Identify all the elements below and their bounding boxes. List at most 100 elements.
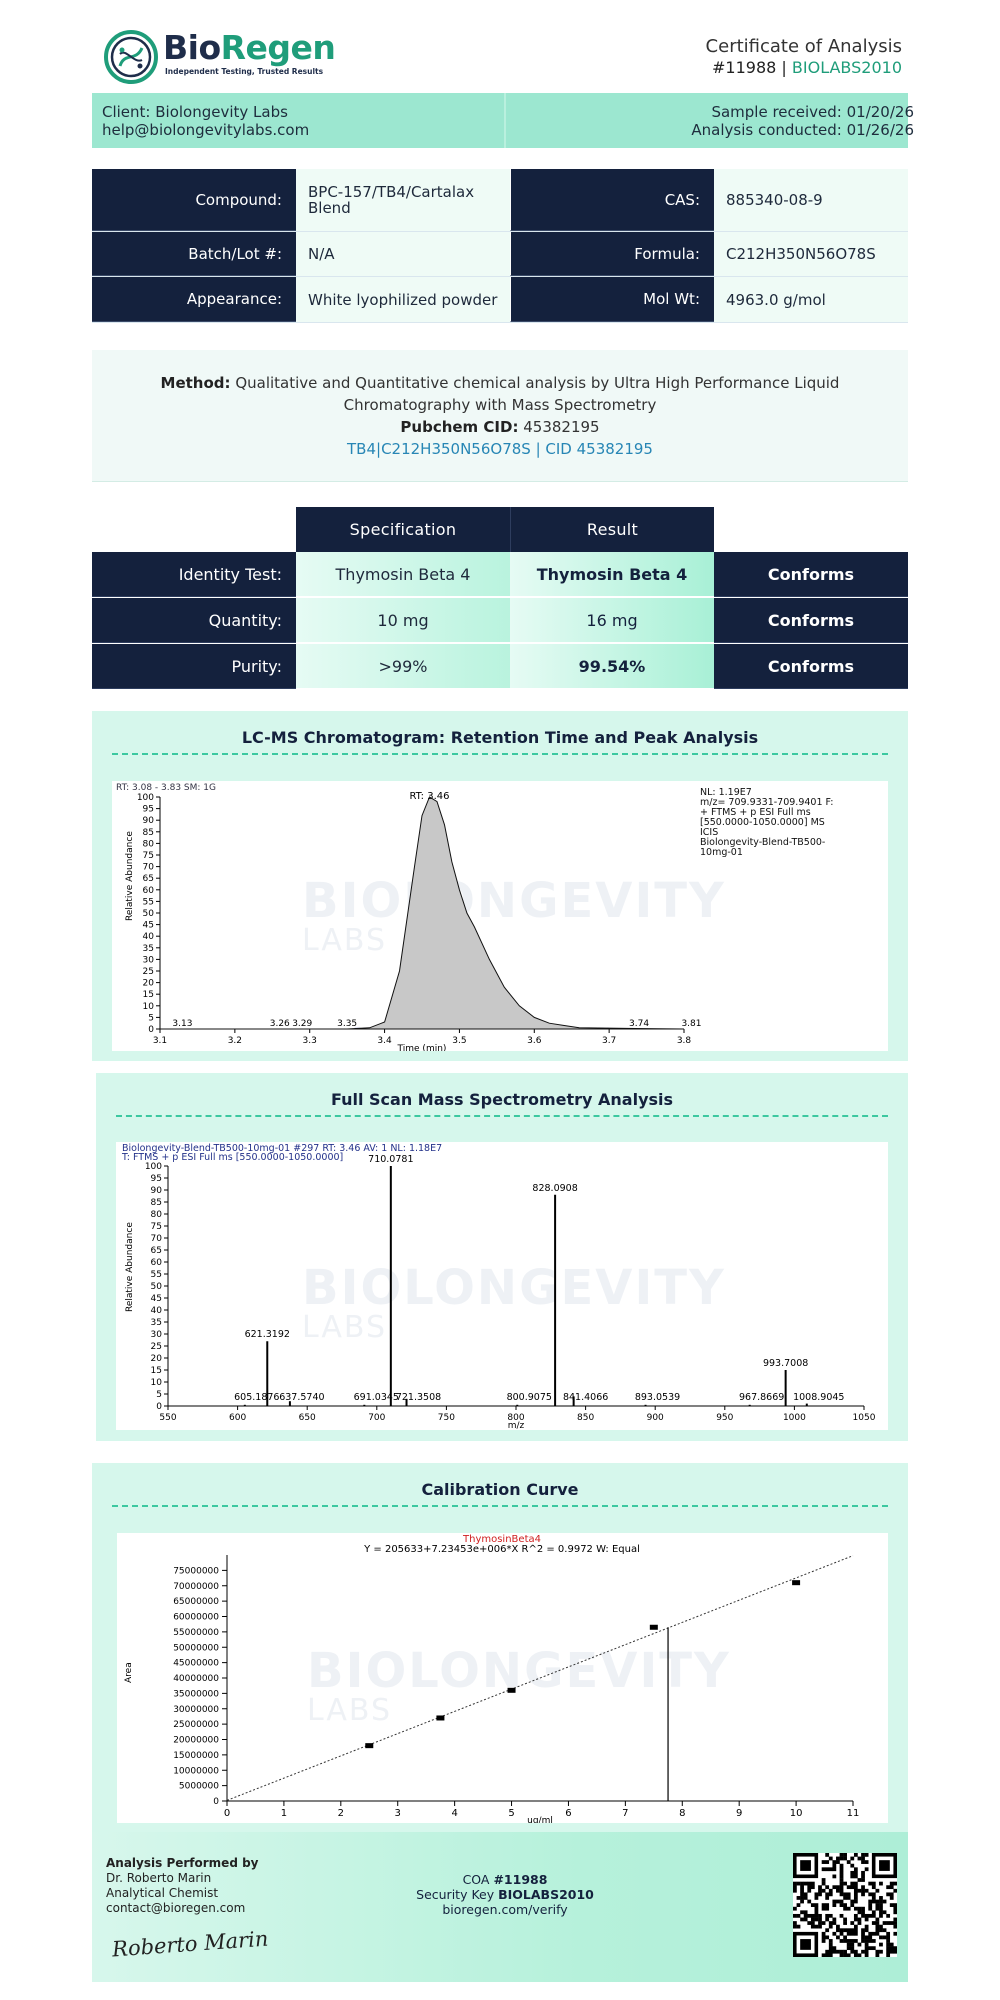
analyst-email[interactable]: contact@bioregen.com	[106, 1901, 246, 1915]
qr-module	[839, 1870, 844, 1875]
qr-module	[864, 1867, 869, 1872]
y-tick-label: 15000000	[173, 1751, 219, 1761]
qr-module	[836, 1949, 840, 1954]
qr-module	[886, 1942, 891, 1947]
client-name: Client: Biolongevity Labs	[102, 103, 288, 121]
y-tick-label: 85	[143, 828, 154, 838]
batch-value: N/A	[296, 232, 510, 276]
qr-module	[793, 1888, 797, 1893]
qr-module	[821, 1881, 826, 1886]
peak-label: RT: 3.46	[409, 791, 449, 802]
document-title: Certificate of Analysis	[705, 36, 902, 57]
analyst-title: Analytical Chemist	[106, 1886, 219, 1900]
qr-module	[825, 1860, 830, 1864]
spec-row-identity: Identity Test: Thymosin Beta 4 Thymosin …	[92, 552, 908, 597]
qr-module	[828, 1953, 833, 1958]
qr-module	[853, 1867, 858, 1872]
y-tick-label: 50	[143, 909, 155, 919]
logo-icon	[104, 30, 158, 84]
cid-link[interactable]: TB4|C212H350N56O78S | CID 45382195	[347, 440, 653, 458]
qr-module	[843, 1949, 847, 1954]
x-tick-label: 1	[281, 1808, 287, 1819]
qr-module	[800, 1888, 804, 1893]
y-tick-label: 35000000	[173, 1689, 219, 1699]
qr-module	[853, 1892, 858, 1897]
qr-module	[857, 1878, 862, 1882]
minor-peak-label: 3.26	[270, 1019, 290, 1029]
qr-module	[871, 1899, 876, 1904]
qr-module	[850, 1903, 855, 1907]
qr-module	[893, 1910, 898, 1915]
qr-module	[857, 1942, 862, 1947]
qr-module	[853, 1899, 858, 1904]
qr-module	[850, 1881, 855, 1886]
qr-module	[807, 1899, 812, 1904]
qr-module	[861, 1870, 865, 1875]
qr-module	[857, 1906, 862, 1911]
qr-module	[821, 1931, 826, 1936]
cal-subtitle: ThymosinBeta4	[462, 1534, 541, 1545]
qr-module	[864, 1913, 869, 1918]
qr-module	[850, 1863, 855, 1868]
qr-module	[825, 1949, 830, 1954]
qr-module	[868, 1931, 873, 1936]
x-tick-label: 3.5	[452, 1036, 466, 1046]
qr-module	[861, 1910, 865, 1915]
qr-module	[882, 1928, 887, 1933]
ms-header-line2: T: FTMS + p ESI Full ms [550.0000-1050.0…	[121, 1152, 343, 1163]
qr-module	[857, 1856, 862, 1861]
qr-module	[803, 1910, 808, 1915]
qr-module	[810, 1881, 815, 1886]
qr-module	[825, 1853, 830, 1857]
qr-module	[828, 1892, 833, 1897]
qr-module	[821, 1888, 826, 1893]
qr-module	[836, 1928, 840, 1933]
qr-module	[871, 1946, 876, 1951]
y-tick-label: 5	[148, 1013, 154, 1023]
result-header: Result	[510, 507, 714, 552]
qr-module	[807, 1885, 812, 1890]
qr-module	[843, 1856, 847, 1861]
qr-module	[796, 1903, 801, 1907]
qr-module	[868, 1935, 873, 1940]
qr-module	[807, 1913, 812, 1918]
client-email[interactable]: help@biolongevitylabs.com	[102, 121, 310, 139]
qr-module	[810, 1917, 815, 1922]
minor-peak-label: 3.29	[292, 1019, 312, 1029]
cal-equation: Y = 205633+7.23453e+006*X R^2 = 0.9972 W…	[363, 1544, 640, 1555]
qr-finder-core	[800, 1939, 811, 1950]
qr-module	[889, 1946, 894, 1951]
qr-module	[886, 1921, 891, 1925]
qr-module	[803, 1917, 808, 1922]
qr-module	[893, 1946, 898, 1951]
x-axis-title: m/z	[508, 1421, 525, 1430]
info-row: Compound: BPC-157/TB4/Cartalax Blend CAS…	[92, 169, 908, 232]
qr-module	[864, 1860, 869, 1864]
appearance-value: White lyophilized powder	[296, 277, 510, 322]
qr-module	[836, 1885, 840, 1890]
qr-module	[800, 1881, 804, 1886]
qr-module	[868, 1946, 873, 1951]
y-tick-label: 15	[143, 990, 154, 1000]
qr-module	[846, 1906, 851, 1911]
x-tick-label: 950	[716, 1413, 733, 1423]
qr-module	[828, 1946, 833, 1951]
qr-module	[893, 1949, 898, 1954]
qr-module	[879, 1913, 883, 1918]
qr-module	[861, 1878, 865, 1882]
brand-name-part1: Bio	[163, 28, 221, 67]
qr-module	[879, 1924, 883, 1929]
lcms-chromatogram-panel: LC-MS Chromatogram: Retention Time and P…	[92, 711, 908, 1061]
qr-module	[853, 1853, 858, 1857]
qr-module	[825, 1867, 830, 1872]
qr-module	[886, 1931, 891, 1936]
qr-module	[825, 1896, 830, 1900]
qr-module	[828, 1888, 833, 1893]
qr-code[interactable]	[793, 1853, 898, 1958]
spec-row-label: Quantity:	[92, 598, 296, 643]
qr-module	[889, 1903, 894, 1907]
verify-url[interactable]: bioregen.com/verify	[442, 1902, 568, 1917]
chart-info-line: NL: 1.19E7	[700, 787, 752, 798]
coa-number: #11988	[712, 58, 777, 77]
